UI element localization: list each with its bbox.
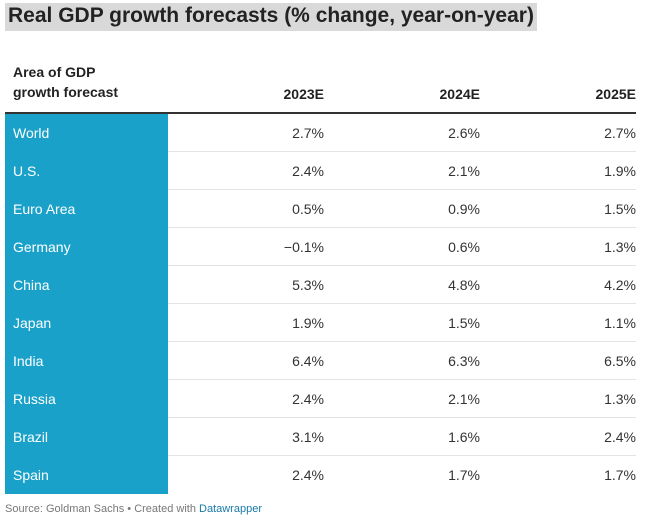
cell-value: 1.9% [168, 303, 324, 342]
cell-value: 1.5% [324, 303, 480, 342]
cell-value: 1.5% [480, 189, 636, 228]
row-label: Japan [5, 303, 168, 342]
table-row: Spain 2.4% 1.7% 1.7% [5, 455, 636, 494]
header-2023e: 2023E [168, 52, 324, 114]
header-area: Area of GDP growth forecast [5, 52, 168, 114]
row-label: Germany [5, 227, 168, 266]
cell-value: 4.8% [324, 265, 480, 304]
footer-source: Source: Goldman Sachs • Created with [5, 503, 199, 515]
header-area-line2: growth forecast [13, 84, 119, 100]
cell-value: 5.3% [168, 265, 324, 304]
cell-value: 2.4% [292, 466, 324, 483]
cell-value: −0.1% [168, 227, 324, 266]
table-row: China 5.3% 4.8% 4.2% [5, 265, 636, 304]
table-row: Brazil 3.1% 1.6% 2.4% [5, 417, 636, 456]
cell-value: 2.7% [480, 113, 636, 152]
row-label: World [5, 113, 168, 152]
table-row: Russia 2.4% 2.1% 1.3% [5, 379, 636, 418]
header-2025e: 2025E [480, 52, 636, 114]
cell-value: 2.4% [168, 151, 324, 190]
table-row: U.S. 2.4% 2.1% 1.9% [5, 151, 636, 190]
cell-value: 0.6% [324, 227, 480, 266]
cell-value: 1.7% [448, 466, 480, 483]
cell-value: 2.6% [324, 113, 480, 152]
cell-value: 0.9% [324, 189, 480, 228]
header-area-line1: Area of GDP [13, 64, 96, 80]
row-label: Spain [5, 455, 168, 494]
table-row: Germany −0.1% 0.6% 1.3% [5, 227, 636, 266]
cell-value: 2.4% [168, 379, 324, 418]
table-row: Japan 1.9% 1.5% 1.1% [5, 303, 636, 342]
table-header-row: Area of GDP growth forecast 2023E 2024E … [5, 52, 636, 114]
cell-value: 3.1% [168, 417, 324, 456]
cell-value: 6.5% [480, 341, 636, 380]
cell-value: 2.4% [480, 417, 636, 456]
row-label: Euro Area [5, 189, 168, 228]
table-row: Euro Area 0.5% 0.9% 1.5% [5, 189, 636, 228]
cell-value: 2.7% [168, 113, 324, 152]
cell-value: 6.4% [168, 341, 324, 380]
gdp-table: Area of GDP growth forecast 2023E 2024E … [5, 52, 636, 494]
cell-value: 1.1% [480, 303, 636, 342]
row-label: India [5, 341, 168, 380]
chart-title: Real GDP growth forecasts (% change, yea… [5, 3, 537, 31]
row-label: Russia [5, 379, 168, 418]
table-body: World 2.7% 2.6% 2.7% U.S. 2.4% 2.1% 1.9% Euro Ar… [5, 113, 636, 494]
cell-value: 0.5% [168, 189, 324, 228]
datawrapper-link[interactable]: Datawrapper [199, 503, 262, 515]
cell-value: 1.3% [480, 227, 636, 266]
footer: Source: Goldman Sachs • Created with Dat… [5, 503, 262, 515]
row-label: U.S. [5, 151, 168, 190]
cell-value: 1.3% [480, 379, 636, 418]
cell-value: 2.1% [324, 379, 480, 418]
cell-value: 1.6% [324, 417, 480, 456]
row-label: China [5, 265, 168, 304]
row-label: Brazil [5, 417, 168, 456]
chart-title-wrap: Real GDP growth forecasts (% change, yea… [5, 3, 537, 31]
table-row: India 6.4% 6.3% 6.5% [5, 341, 636, 380]
cell-value: 1.9% [480, 151, 636, 190]
table-row: World 2.7% 2.6% 2.7% [5, 113, 636, 152]
cell-value: 2.1% [324, 151, 480, 190]
cell-value: 6.3% [324, 341, 480, 380]
header-2024e: 2024E [324, 52, 480, 114]
cell-value: 1.7% [604, 466, 636, 483]
cell-value: 4.2% [480, 265, 636, 304]
